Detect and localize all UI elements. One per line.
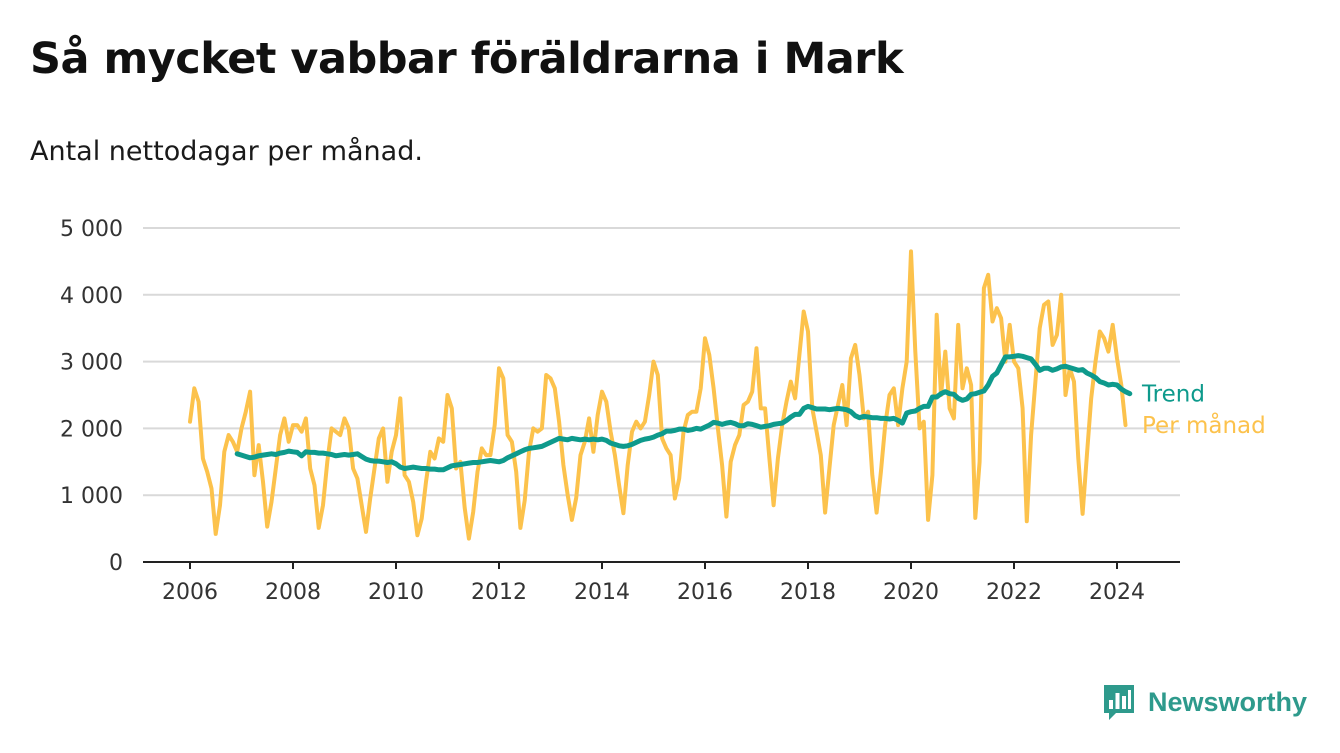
trend-line bbox=[234, 353, 1133, 473]
brand-name: Newsworthy bbox=[1148, 686, 1308, 717]
x-tick-label: 2010 bbox=[368, 580, 424, 605]
brand-logo[interactable]: Newsworthy bbox=[1102, 683, 1307, 721]
monthly-line bbox=[188, 249, 1128, 541]
x-tick-labels: 2006 2008 2010 2012 2014 2016 2018 2020 2022 2024 bbox=[162, 580, 1145, 605]
x-tick-label: 2016 bbox=[677, 580, 733, 605]
y-tick-label: 4 000 bbox=[60, 284, 123, 309]
x-tick-label: 2012 bbox=[471, 580, 527, 605]
legend-monthly-label: Per månad bbox=[1142, 411, 1266, 439]
legend-trend-label: Trend bbox=[1141, 382, 1205, 408]
y-tick-label: 2 000 bbox=[60, 417, 123, 442]
chart-title: Så mycket vabbar föräldrarna i Mark bbox=[30, 34, 904, 84]
x-tick-label: 2024 bbox=[1089, 580, 1145, 605]
y-tick-label: 0 bbox=[109, 551, 123, 576]
y-tick-label: 5 000 bbox=[60, 217, 123, 242]
x-tick-label: 2014 bbox=[574, 580, 630, 605]
x-tick-label: 2006 bbox=[162, 580, 218, 605]
y-tick-label: 1 000 bbox=[60, 484, 123, 509]
x-axis bbox=[143, 561, 1180, 569]
x-tick-label: 2008 bbox=[265, 580, 321, 605]
y-tick-labels: 0 1 000 2 000 3 000 4 000 5 000 bbox=[60, 217, 123, 576]
chart-subtitle: Antal nettodagar per månad. bbox=[30, 136, 423, 167]
x-tick-label: 2018 bbox=[780, 580, 836, 605]
x-tick-label: 2022 bbox=[986, 580, 1042, 605]
newsworthy-logo-icon bbox=[1104, 685, 1134, 720]
x-tick-label: 2020 bbox=[883, 580, 939, 605]
legend: Trend Per månad bbox=[1141, 382, 1266, 439]
series-lines bbox=[188, 249, 1133, 541]
y-tick-label: 3 000 bbox=[60, 351, 123, 376]
